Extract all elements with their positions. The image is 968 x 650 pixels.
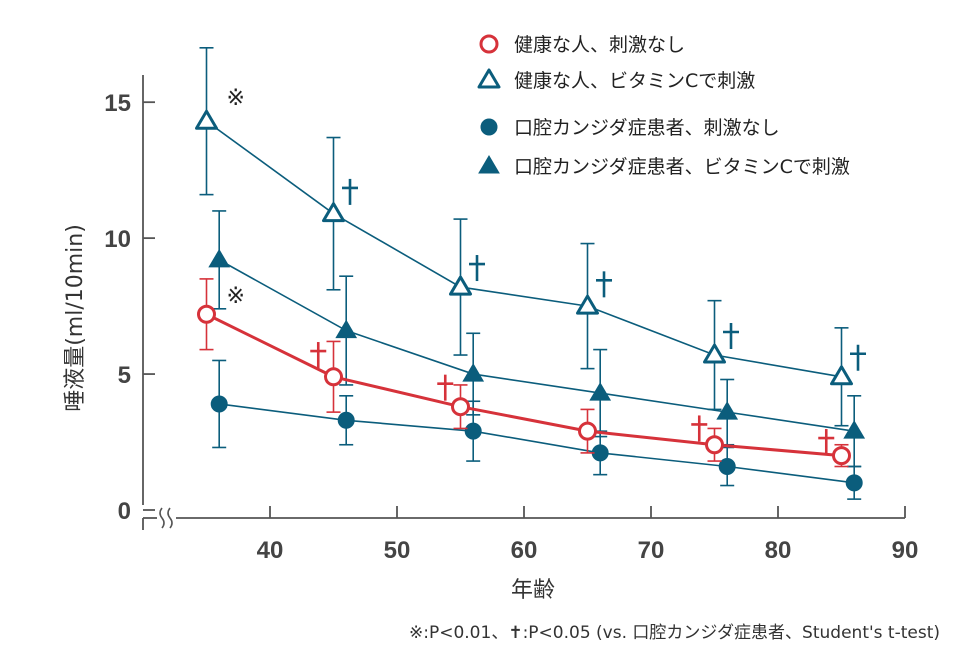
series-line	[219, 403, 855, 484]
x-tick-label: 90	[892, 537, 919, 564]
data-point	[705, 435, 724, 455]
y-tick-label: 0	[118, 498, 131, 525]
x-tick-label: 70	[638, 537, 665, 564]
significance-dagger	[818, 429, 835, 456]
series-0	[197, 278, 851, 468]
significance-dagger	[310, 342, 327, 369]
data-point	[195, 109, 218, 130]
axis-break-mark-1	[159, 507, 165, 529]
significance-mark: ※	[226, 284, 244, 309]
legend-item: 健康な人、ビタミンCで刺激	[477, 68, 755, 92]
legend-item: 健康な人、刺激なし	[479, 34, 685, 56]
significance-dagger	[437, 374, 454, 401]
data-point	[832, 446, 851, 466]
significance-dagger	[596, 271, 613, 298]
data-point	[322, 202, 345, 223]
y-tick-label: 15	[104, 90, 131, 117]
legend-label: 口腔カンジダ症患者、ビタミンCで刺激	[514, 156, 850, 178]
x-tick-label: 80	[765, 537, 792, 564]
legend: 健康な人、刺激なし健康な人、ビタミンCで刺激口腔カンジダ症患者、刺激なし口腔カン…	[477, 34, 850, 178]
data-point	[337, 411, 355, 429]
y-tick-label: 10	[104, 226, 131, 253]
data-point	[703, 343, 726, 364]
data-point	[716, 401, 739, 420]
data-point	[324, 367, 343, 387]
series-1	[195, 47, 853, 427]
legend-item: 口腔カンジダ症患者、ビタミンCで刺激	[478, 155, 850, 178]
data-point	[197, 304, 216, 324]
legend-marker	[480, 118, 498, 136]
significance-dagger	[469, 255, 486, 282]
data-point	[210, 395, 228, 413]
series-line	[206, 120, 842, 378]
data-point	[576, 294, 599, 315]
legend-label: 健康な人、ビタミンCで刺激	[514, 70, 755, 92]
series-2	[210, 359, 863, 500]
x-axis-title: 年齢	[511, 578, 555, 603]
annotations: ※※	[226, 86, 867, 456]
x-tick-label: 60	[511, 537, 538, 564]
y-axis-title: 唾液量(ml/10min)	[63, 224, 88, 412]
legend-marker	[479, 34, 499, 54]
data-point	[464, 422, 482, 440]
x-ticks: 40 50 60 70 80 90	[257, 506, 919, 564]
data-point	[451, 397, 470, 417]
data-point	[208, 248, 231, 268]
legend-marker	[477, 68, 501, 89]
legend-label: 健康な人、刺激なし	[514, 34, 685, 56]
legend-marker	[478, 155, 500, 174]
data-point	[462, 363, 485, 382]
data-point	[718, 458, 736, 475]
axes	[142, 75, 905, 530]
data-point	[578, 421, 597, 441]
x-tick-label: 50	[384, 537, 411, 564]
data-point	[591, 444, 609, 462]
significance-dagger	[342, 178, 359, 205]
data-point	[845, 474, 863, 492]
legend-label: 口腔カンジダ症患者、刺激なし	[514, 117, 780, 139]
series-layer	[195, 47, 866, 500]
series-line	[218, 259, 855, 432]
data-point	[843, 420, 866, 439]
y-tick-label: 5	[118, 362, 131, 389]
significance-dagger	[850, 344, 867, 371]
legend-item: 口腔カンジダ症患者、刺激なし	[480, 117, 780, 139]
y-ticks: 0 5 10 15	[104, 90, 155, 525]
significance-dagger	[691, 415, 708, 442]
series-3	[208, 210, 866, 468]
series-line	[205, 312, 842, 458]
significance-dagger	[723, 323, 740, 349]
data-point	[449, 275, 472, 296]
data-point	[589, 382, 612, 401]
axis-break-mark-2	[167, 507, 173, 529]
data-point	[830, 365, 853, 386]
significance-mark: ※	[226, 86, 244, 111]
x-tick-label: 40	[257, 537, 284, 564]
footnote: ※:P<0.01、✝:P<0.05 (vs. 口腔カンジダ症患者、Student…	[409, 623, 940, 643]
data-point	[335, 319, 358, 339]
